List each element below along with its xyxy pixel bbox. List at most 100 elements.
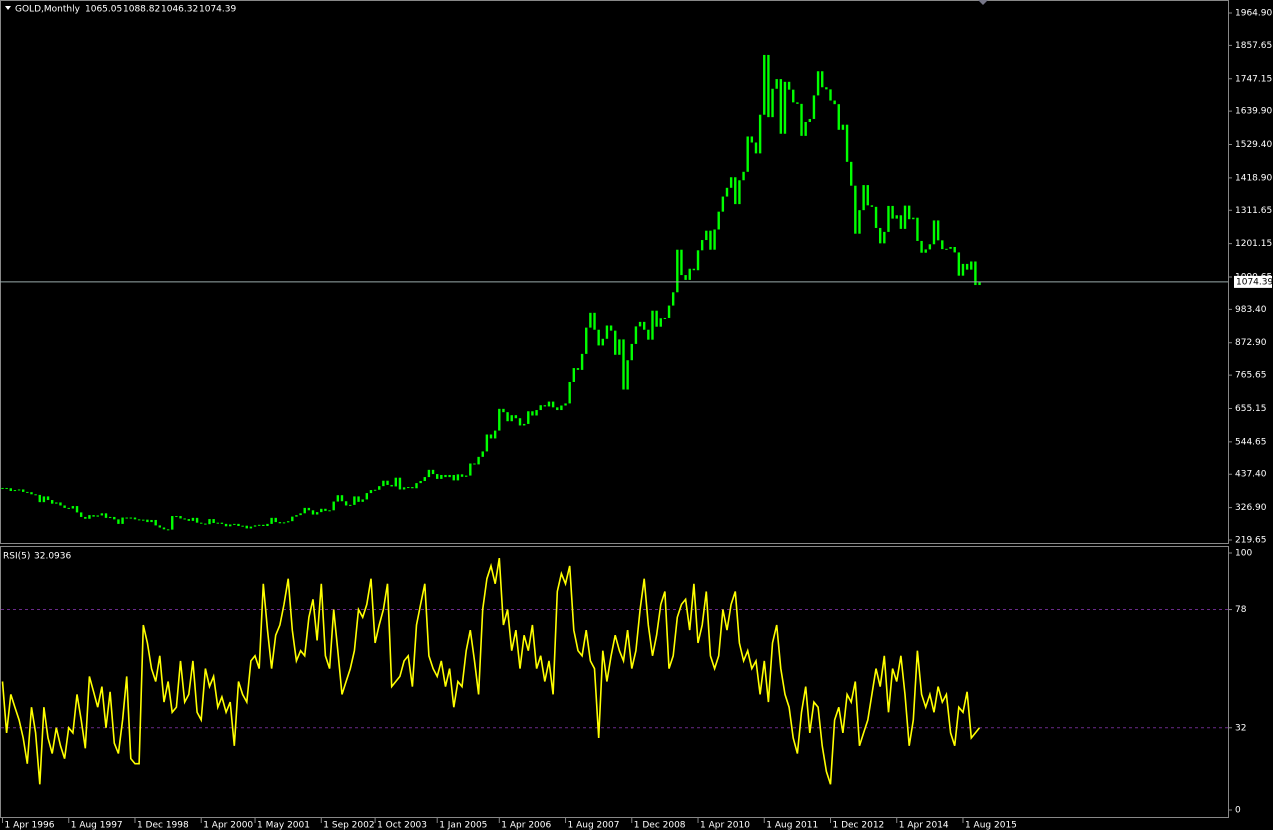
candle [158,525,162,528]
candle [676,249,679,293]
candle [663,317,667,319]
candle [899,215,903,229]
candle [493,430,497,439]
candle [936,220,940,241]
candle [845,124,849,162]
candle [270,517,273,524]
candle [307,507,311,511]
candle [398,477,402,490]
candle [249,526,253,529]
candle [42,496,46,503]
candle [456,474,460,481]
candle [527,411,530,424]
candle [436,474,439,479]
candle [912,217,915,220]
candle [634,326,638,344]
candle [129,517,133,519]
candle [792,89,795,103]
candle [464,475,468,477]
candle [365,493,369,500]
candle [638,321,642,327]
candle [589,312,592,328]
candle [605,325,609,339]
candle [576,368,580,370]
candle [878,227,882,244]
candle [357,496,360,502]
rsi-value: 32.0936 [34,552,71,562]
candle [332,501,335,511]
candle [266,523,269,527]
candle [50,500,54,504]
candle [125,517,128,519]
candle [349,504,352,506]
candle [953,246,956,253]
price-badge-label: 1074.39 [1236,277,1273,287]
candle [713,229,716,250]
y-tick-label: 765.65 [1235,371,1267,381]
x-tick-label: 1 Aug 2011 [766,821,818,830]
shift-marker [978,0,988,5]
candle [278,522,282,524]
candle [601,338,604,346]
x-tick-label: 1 Dec 2012 [833,821,885,830]
candle [448,474,451,478]
candle [344,501,348,506]
candle [46,496,50,501]
candle [498,408,501,431]
candle [779,79,783,134]
candle [30,492,33,495]
candle [204,523,207,525]
y-tick-label: 0 [1235,806,1241,816]
candle [295,515,298,517]
candle [837,104,840,130]
price-pane [0,0,1229,544]
candle [709,230,712,250]
candle [382,480,385,487]
x-tick-label: 1 Apr 2006 [501,821,551,830]
candle [407,487,410,489]
candle [734,177,737,205]
candle [750,136,754,143]
candle [150,519,153,523]
y-tick-label: 1857.65 [1235,41,1272,51]
candle [957,252,961,276]
candle [311,510,315,515]
x-tick-label: 1 Apr 2014 [899,821,949,830]
candle [614,330,617,355]
candle [282,522,286,524]
candle [680,249,683,276]
candle [104,513,108,518]
candle [783,81,787,134]
candle [79,512,83,517]
candle [572,368,576,382]
candle [965,263,969,270]
y-tick-label: 1639.90 [1235,107,1272,117]
candle [67,507,70,509]
candle [171,516,174,530]
candle [970,261,973,270]
candle [887,205,890,232]
y-tick-label: 78 [1235,605,1247,615]
candle [763,54,766,115]
candle [241,525,244,527]
candle [874,206,878,228]
candle [841,124,845,130]
candle [274,517,277,523]
candle [568,381,571,404]
candle [717,211,720,230]
candle [816,71,820,96]
candle [373,489,377,491]
candle [315,512,319,515]
menu-arrow [5,6,11,10]
y-tick-label: 100 [1235,549,1252,559]
candle [431,469,435,475]
candle [26,491,29,493]
candle [63,505,66,508]
candle [320,508,323,513]
candle [237,523,240,527]
candle [154,519,157,526]
candle [1,487,4,489]
y-tick-label: 1747.15 [1235,74,1272,84]
